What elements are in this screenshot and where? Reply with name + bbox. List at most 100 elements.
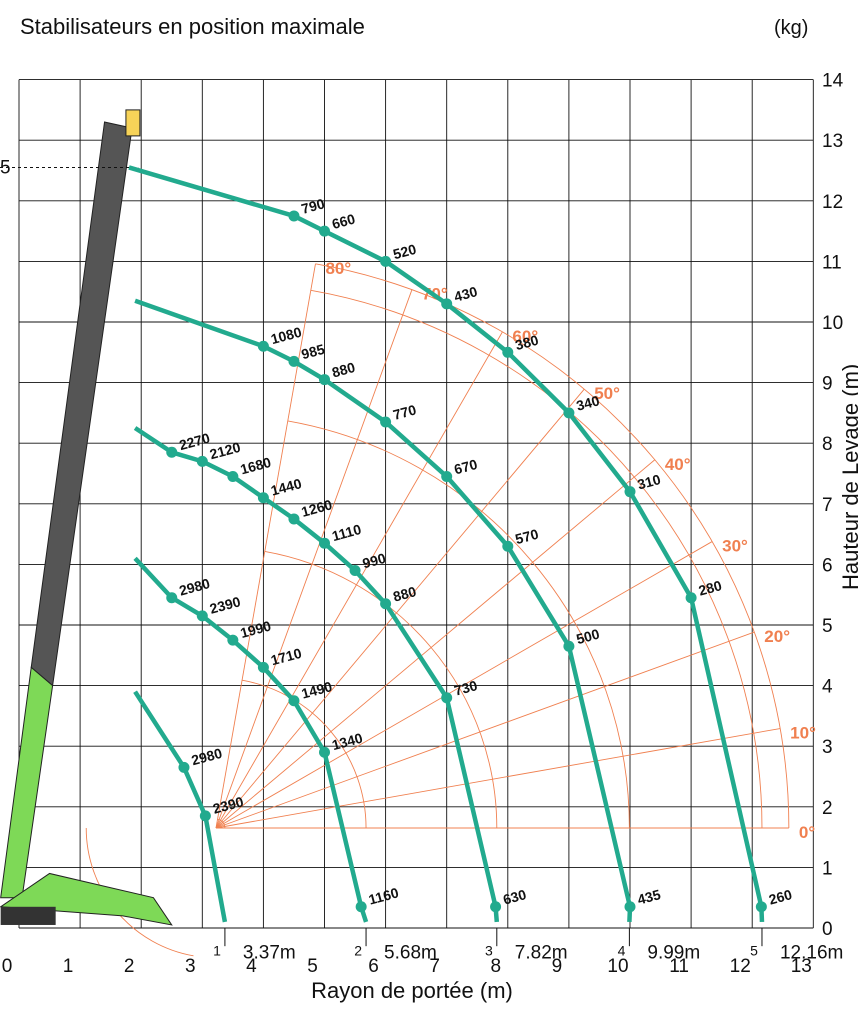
- angle-arc: [241, 679, 367, 829]
- x-axis-label: Rayon de portée (m): [311, 978, 513, 1003]
- angle-label: 20°: [764, 627, 790, 646]
- angle-line: [215, 631, 755, 829]
- load-point: [502, 540, 514, 552]
- load-point: [624, 901, 636, 913]
- load-label: 435: [636, 886, 663, 908]
- load-label: 2390: [208, 593, 242, 617]
- angle-line: [215, 289, 413, 829]
- load-label: 380: [513, 332, 540, 354]
- load-label: 880: [391, 583, 418, 605]
- load-point: [319, 225, 330, 237]
- load-label: 670: [452, 456, 479, 478]
- load-point: [355, 901, 367, 913]
- x-tick-label: 2: [124, 956, 135, 977]
- y-tick-label: 4: [822, 677, 833, 698]
- outrigger: [0, 872, 173, 926]
- load-label: 1710: [269, 645, 303, 669]
- angle-label: 60°: [512, 327, 538, 346]
- boom-number: 1: [213, 942, 221, 958]
- crane-illustration: 5: [0, 109, 173, 926]
- y-tick-label: 8: [822, 434, 833, 455]
- angle-line: [215, 263, 316, 829]
- load-label: 660: [330, 210, 357, 232]
- load-point: [196, 610, 208, 622]
- grid: [18, 79, 814, 929]
- load-point: [288, 210, 300, 222]
- radius-label: 3.37m: [243, 942, 296, 963]
- x-tick-label: 8: [491, 956, 502, 977]
- y-tick-label: 13: [822, 131, 843, 152]
- angle-line: [215, 541, 713, 829]
- load-point: [441, 298, 453, 310]
- y-tick-label: 11: [822, 252, 842, 273]
- load-point: [380, 598, 392, 610]
- x-tick-label: 12: [730, 956, 751, 977]
- x-tick-label: 9: [552, 956, 563, 977]
- angle-line: [215, 459, 656, 829]
- chart-title: Stabilisateurs en position maximale: [20, 14, 365, 39]
- load-label: 2980: [190, 745, 224, 769]
- angle-arc: [315, 263, 790, 829]
- load-label: 310: [636, 471, 663, 493]
- load-label: 430: [452, 283, 479, 305]
- y-tick-label: 0: [822, 919, 833, 940]
- x-tick-label: 10: [607, 956, 628, 977]
- load-label: 500: [575, 626, 602, 648]
- load-point: [166, 592, 178, 604]
- load-label: 985: [300, 341, 327, 363]
- y-tick-label: 1: [822, 858, 833, 879]
- load-point: [257, 492, 269, 504]
- x-tick-label: 4: [246, 956, 257, 977]
- boom-number: 4: [618, 942, 626, 958]
- x-tick-label: 1: [63, 956, 74, 977]
- load-point: [502, 346, 514, 358]
- load-label: 770: [391, 401, 418, 423]
- x-tick-label: 0: [2, 956, 13, 977]
- y-tick-label: 3: [822, 737, 833, 758]
- x-tick-label: 6: [368, 956, 379, 977]
- height-marker-label: 5: [0, 157, 11, 178]
- load-label: 630: [501, 886, 528, 908]
- load-curve-4: [134, 298, 633, 923]
- load-label: 1160: [367, 884, 401, 907]
- load-point: [624, 486, 636, 498]
- load-label: 1990: [238, 617, 272, 641]
- load-label: 2390: [211, 793, 245, 817]
- angle-label: 0°: [799, 823, 815, 842]
- load-point: [227, 634, 239, 646]
- load-point: [227, 471, 239, 483]
- load-label: 730: [452, 677, 479, 699]
- boom-number: 5: [750, 942, 758, 958]
- load-label: 280: [697, 577, 724, 599]
- x-tick-label: 7: [429, 956, 440, 977]
- load-point: [288, 695, 300, 707]
- radius-label: 7.82m: [515, 942, 568, 963]
- load-point: [685, 592, 697, 604]
- load-point: [178, 761, 190, 773]
- boom-section: [30, 121, 133, 687]
- load-point: [319, 746, 330, 758]
- load-label: 1260: [300, 496, 334, 520]
- load-point: [196, 455, 208, 467]
- radius-label: 5.68m: [384, 942, 437, 963]
- load-label: 1440: [269, 475, 303, 499]
- boom-number: 2: [354, 942, 362, 958]
- load-point: [563, 640, 575, 652]
- load-point: [349, 564, 361, 576]
- load-label: 1490: [300, 678, 334, 702]
- load-label: 340: [575, 392, 602, 414]
- load-point: [199, 810, 211, 822]
- load-point: [755, 901, 767, 913]
- load-label: 1080: [269, 324, 303, 348]
- angle-arc: [264, 551, 498, 829]
- unit-label: (kg): [774, 17, 808, 39]
- y-tick-label: 5: [822, 616, 833, 637]
- y-tick-label: 7: [822, 495, 833, 516]
- x-tick-label: 5: [307, 956, 318, 977]
- boom-number: 3: [485, 942, 493, 958]
- angle-label: 10°: [790, 724, 816, 743]
- radius-label: 12.16m: [780, 942, 843, 963]
